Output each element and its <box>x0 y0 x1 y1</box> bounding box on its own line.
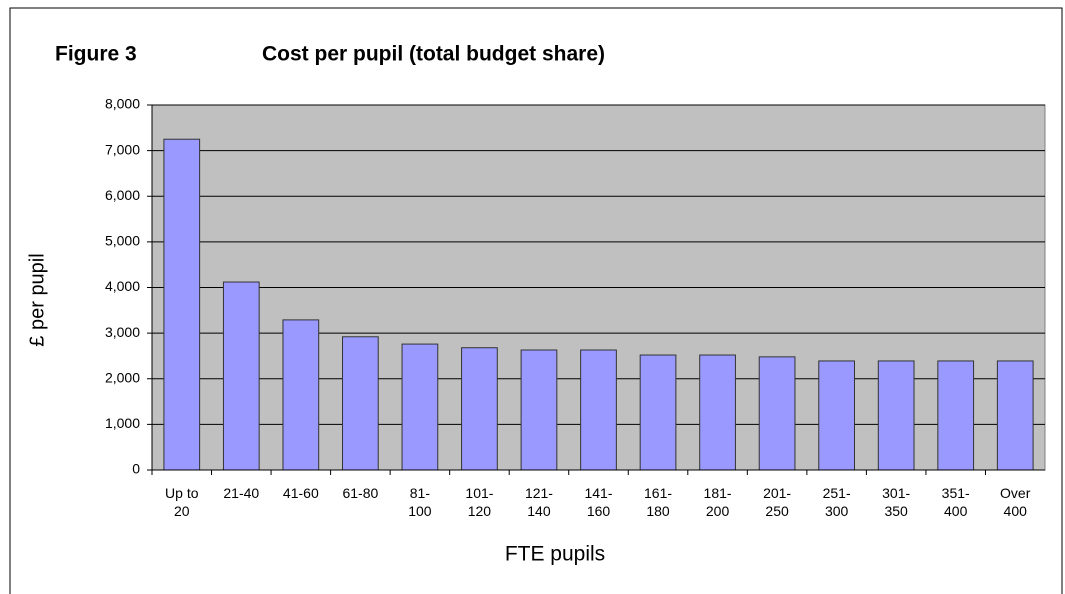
bar <box>282 319 320 471</box>
bar <box>639 354 677 471</box>
bar <box>996 360 1034 471</box>
bar <box>699 354 736 471</box>
y-tick-label: 2,000 <box>105 369 140 385</box>
y-axis-label: £ per pupil <box>26 253 48 346</box>
x-tick-label: 121-140 <box>524 485 553 519</box>
x-tick-label: Up to 20 <box>165 485 199 519</box>
bar <box>222 281 260 471</box>
y-tick-label: 4,000 <box>105 278 140 294</box>
bar <box>342 336 379 471</box>
bar <box>937 360 975 471</box>
x-tick-label: 181-200 <box>703 485 732 519</box>
chart-title: Cost per pupil (total budget share) <box>262 43 605 66</box>
bar <box>461 347 498 471</box>
x-tick-label: Over 400 <box>1000 485 1031 519</box>
x-tick-label: 301-350 <box>882 485 911 519</box>
figure-label: Figure 3 <box>55 43 137 66</box>
bar <box>520 349 558 471</box>
y-tick-label: 1,000 <box>105 415 140 431</box>
x-tick-label: 101-120 <box>465 485 494 519</box>
bar <box>877 360 915 471</box>
x-axis-label: FTE pupils <box>505 543 605 566</box>
y-tick-label: 8,000 <box>105 96 140 112</box>
x-tick-label: 141-160 <box>584 485 613 519</box>
x-tick-label: 251-300 <box>822 485 851 519</box>
y-tick-label: 7,000 <box>105 141 140 157</box>
y-tick-label: 0 <box>132 461 140 477</box>
bar <box>758 356 796 471</box>
y-tick-label: 6,000 <box>105 187 140 203</box>
bar <box>580 349 617 471</box>
x-tick-label: 81-100 <box>408 485 432 519</box>
x-tick-label: 61-80 <box>342 485 379 501</box>
x-tick-label: 161-180 <box>644 485 673 519</box>
y-tick-label: 3,000 <box>105 324 140 340</box>
x-tick-label: 41-60 <box>282 485 319 501</box>
bar <box>163 138 201 471</box>
bar <box>818 360 855 471</box>
y-tick-label: 5,000 <box>105 233 140 249</box>
x-tick-label: 201-250 <box>763 485 792 519</box>
x-tick-label: 351-400 <box>941 485 970 519</box>
frame <box>9 7 1063 594</box>
bar <box>401 343 439 471</box>
x-tick-label: 21-40 <box>223 485 260 501</box>
